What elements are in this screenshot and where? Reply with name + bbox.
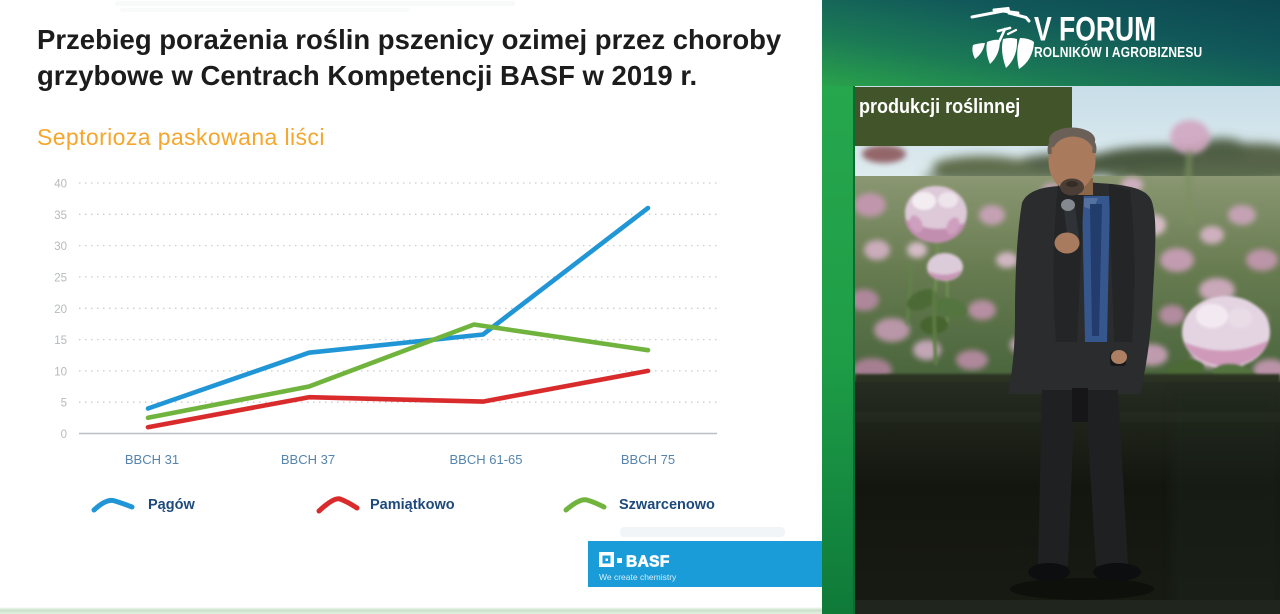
svg-text:BASF: BASF xyxy=(626,554,670,571)
svg-text:BBCH 75: BBCH 75 xyxy=(621,452,675,467)
svg-text:BBCH 31: BBCH 31 xyxy=(125,452,179,467)
svg-text:ROLNIKÓW I AGROBIZNESU: ROLNIKÓW I AGROBIZNESU xyxy=(1034,44,1202,61)
svg-text:BBCH 61-65: BBCH 61-65 xyxy=(450,452,523,467)
svg-text:produkcji roślinnej: produkcji roślinnej xyxy=(859,96,1020,118)
svg-text:40: 40 xyxy=(54,179,67,191)
svg-text:10: 10 xyxy=(54,366,67,378)
svg-text:20: 20 xyxy=(54,304,67,316)
svg-text:35: 35 xyxy=(54,210,67,222)
svg-text:We create chemistry: We create chemistry xyxy=(599,572,677,582)
svg-text:0: 0 xyxy=(61,429,67,441)
svg-text:V FORUM: V FORUM xyxy=(1034,10,1156,48)
svg-text:BBCH 37: BBCH 37 xyxy=(281,452,335,467)
svg-text:15: 15 xyxy=(54,335,67,347)
svg-text:30: 30 xyxy=(54,241,67,253)
svg-text:25: 25 xyxy=(54,272,67,284)
svg-text:5: 5 xyxy=(61,398,67,410)
